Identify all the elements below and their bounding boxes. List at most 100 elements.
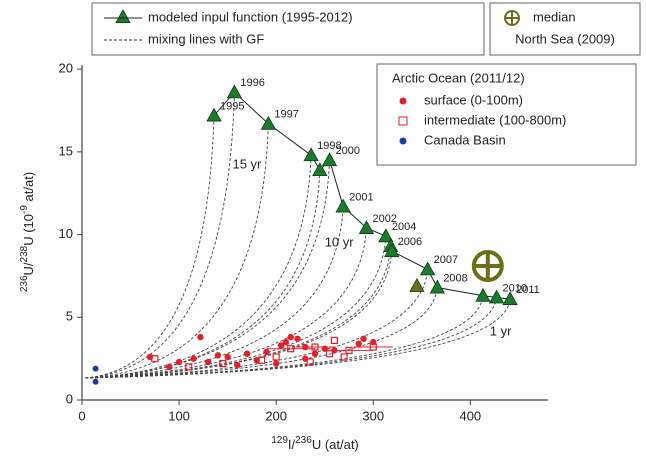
legend-label: North Sea (2009) — [515, 31, 615, 46]
median-marker — [471, 250, 504, 282]
y-tick-label: 15 — [59, 143, 73, 158]
axis-label-part: 129 — [271, 435, 288, 446]
surface-point — [277, 342, 285, 349]
mixing-line — [84, 115, 215, 379]
surface-point — [272, 360, 280, 367]
y-tick-label: 20 — [59, 61, 73, 76]
y-tick-label: 0 — [66, 391, 73, 406]
triangle-marker — [312, 162, 328, 177]
surface-point — [360, 335, 367, 342]
triangle-marker — [226, 84, 243, 99]
year-label: 2007 — [434, 254, 458, 266]
triangle-marker — [488, 289, 505, 304]
intermediate-point — [258, 356, 266, 364]
intermediate-point — [287, 345, 295, 353]
triangle-marker — [335, 198, 351, 213]
legend-marker — [398, 116, 408, 126]
triangle-marker — [358, 220, 375, 234]
year-label: 1996 — [240, 77, 264, 89]
triangle-marker — [429, 279, 446, 294]
mixing-line — [84, 295, 484, 379]
legend-label: surface (0-100m) — [424, 92, 523, 107]
triangle-marker — [384, 243, 400, 258]
modeled-line — [213, 91, 511, 300]
mixing-line — [84, 251, 393, 379]
mixing-line — [84, 160, 331, 379]
surface-point — [175, 358, 183, 366]
triangle-marker — [409, 278, 425, 292]
surface-point — [263, 348, 270, 356]
axis-label-part: at/at) — [21, 172, 36, 205]
triangle-marker — [260, 115, 277, 130]
legend-marker — [399, 97, 407, 105]
legend-label: modeled inpul function (1995-2012) — [148, 9, 353, 24]
mixing-line — [84, 92, 235, 379]
legend-label: mixing lines with GF — [148, 31, 264, 46]
triangle-marker — [303, 147, 319, 162]
annotation: 10 yr — [325, 234, 355, 249]
year-label: 2001 — [349, 191, 373, 203]
x-tick-label: 200 — [265, 408, 287, 423]
x-tick-label: 0 — [78, 408, 85, 423]
surface-point — [294, 335, 301, 342]
intermediate-point — [340, 353, 348, 361]
mixing-line — [84, 155, 312, 379]
intermediate-point — [306, 358, 314, 366]
legend-box — [376, 63, 637, 166]
year-label: 1998 — [317, 140, 341, 152]
axis-label-part: 238 — [19, 245, 30, 262]
x-tick-label: 100 — [168, 408, 190, 423]
y-tick-label: 5 — [66, 309, 73, 324]
triangle-marker — [206, 107, 222, 122]
triangle-marker — [378, 228, 394, 243]
mixing-line — [84, 299, 511, 379]
axis-label-part: U/ — [21, 262, 36, 275]
legend-box — [91, 2, 485, 56]
intermediate-point — [151, 355, 159, 363]
surface-point — [287, 333, 294, 341]
mixing-line — [84, 269, 429, 379]
intermediate-point — [272, 353, 280, 361]
x-axis-label: 129I/236U (at/at) — [271, 435, 359, 453]
mixing-line — [84, 206, 344, 379]
mixing-line — [84, 287, 438, 379]
legend-title: Arctic Ocean (2011/12) — [392, 70, 525, 85]
intermediate-point — [311, 343, 319, 351]
intermediate-point — [219, 360, 227, 368]
surface-point — [234, 362, 241, 369]
x-tick-label: 300 — [362, 408, 384, 423]
annotation: 15 yr — [232, 157, 262, 172]
median-cross — [473, 252, 502, 280]
triangle-marker — [115, 9, 131, 24]
legend-label: intermediate (100-800m) — [424, 112, 566, 127]
legend-label: median — [533, 9, 576, 24]
year-label: 2008 — [443, 272, 467, 284]
year-label: 2010 — [503, 282, 527, 294]
surface-point — [311, 350, 319, 357]
y-axis-label: 236U/238U (10-9 at/at) — [19, 172, 37, 292]
x-tick-label: 400 — [459, 408, 481, 423]
canada-point — [92, 378, 99, 385]
year-label: 2000 — [336, 145, 360, 157]
y-tick-label: 10 — [59, 226, 73, 241]
intermediate-point — [330, 336, 339, 345]
surface-point — [205, 358, 212, 366]
annotation: 1 yr — [490, 324, 512, 339]
surface-point — [214, 352, 222, 359]
surface-point — [243, 350, 251, 357]
triangle-marker — [475, 287, 491, 302]
year-label: 2011 — [516, 284, 540, 296]
surface-point — [166, 363, 173, 371]
year-label: 1997 — [274, 109, 298, 121]
axis-label-part: U (at/at) — [312, 437, 359, 452]
intermediate-point — [345, 346, 353, 354]
year-label: 1995 — [220, 100, 244, 112]
year-label: 2006 — [398, 236, 422, 248]
triangle-marker — [419, 261, 436, 276]
legend-marker — [399, 137, 407, 145]
intermediate-point — [369, 343, 377, 351]
axis-label-part: 236 — [295, 435, 312, 446]
axis-label-part: U (10 — [21, 214, 36, 246]
axis-label-part: -9 — [19, 205, 30, 214]
